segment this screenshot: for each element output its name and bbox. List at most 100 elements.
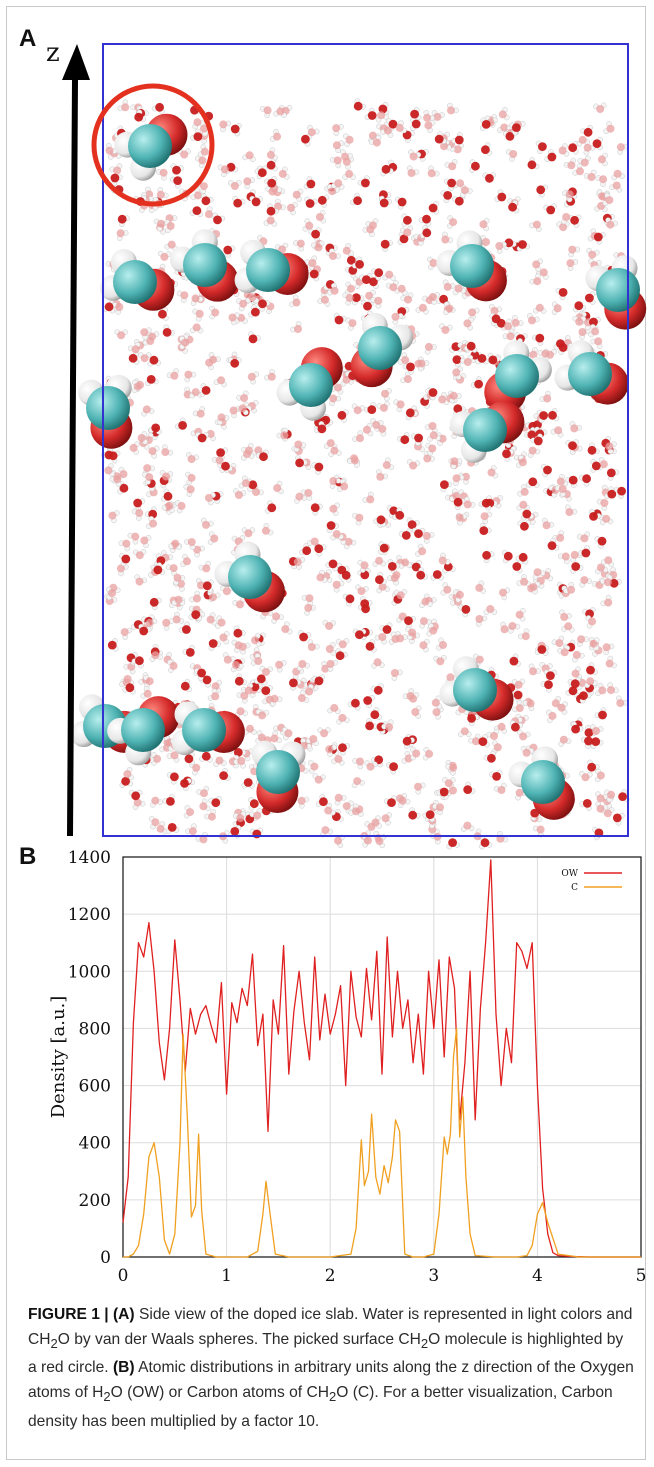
water-molecule-icon <box>425 388 438 401</box>
x-tick-label: 2 <box>325 1266 336 1286</box>
water-molecule-icon <box>457 727 472 738</box>
legend-label: OW <box>561 869 578 879</box>
water-molecule-icon <box>565 475 578 488</box>
water-molecule-icon <box>145 375 159 387</box>
y-tick-label: 1000 <box>68 962 111 982</box>
water-molecule-icon <box>550 426 564 438</box>
water-molecule-icon <box>475 354 489 365</box>
water-molecule-icon <box>431 110 445 121</box>
water-molecule-icon <box>192 308 204 322</box>
water-molecule-icon <box>243 724 257 735</box>
water-molecule-icon <box>515 608 526 622</box>
water-molecule-icon <box>248 304 260 318</box>
water-molecule-icon <box>400 292 414 304</box>
water-molecule-icon <box>572 650 585 663</box>
water-molecule-icon <box>419 617 432 629</box>
density-chart: 0 1 2 3 4 5 0 200 400 600 800 1000 1200 1400 z [nm] Den… <box>48 848 646 1300</box>
water-molecule-icon <box>442 777 456 788</box>
water-molecule-icon <box>450 457 463 470</box>
water-molecule-icon <box>393 399 405 413</box>
water-molecule-icon <box>563 157 577 170</box>
water-molecule-icon <box>551 635 565 648</box>
water-molecule-icon <box>292 188 304 202</box>
water-molecule-icon <box>516 240 530 252</box>
water-molecule-icon <box>325 642 336 656</box>
water-molecule-icon <box>108 510 120 524</box>
y-tick-label: 0 <box>100 1248 111 1268</box>
water-molecule-icon <box>565 439 579 450</box>
water-molecule-icon <box>572 301 587 313</box>
water-molecule-icon <box>595 563 609 575</box>
water-molecule-icon <box>381 812 393 826</box>
water-molecule-icon <box>343 537 357 550</box>
water-molecule-icon <box>568 245 581 258</box>
water-molecule-icon <box>301 594 314 606</box>
water-molecule-icon <box>231 535 246 546</box>
water-molecule-icon <box>273 480 284 495</box>
water-molecule-icon <box>583 169 597 181</box>
x-tick-label: 4 <box>532 1266 543 1286</box>
water-molecule-icon <box>433 655 447 666</box>
water-molecule-icon <box>439 323 453 334</box>
water-molecule-icon <box>498 107 510 121</box>
y-axis-label: Density [a.u.] <box>48 996 69 1119</box>
water-molecule-icon <box>607 682 619 695</box>
water-molecule-icon <box>475 580 487 594</box>
water-molecule-icon <box>303 176 316 190</box>
water-molecule-icon <box>566 259 579 271</box>
water-molecule-icon <box>134 574 148 586</box>
chart-legend: OW C <box>561 869 622 893</box>
water-molecule-icon <box>351 256 364 269</box>
water-molecule-icon <box>169 176 183 189</box>
water-molecule-icon <box>351 293 365 306</box>
water-molecule-icon <box>571 666 583 680</box>
caption-part-b-tag: (B) <box>112 1359 135 1377</box>
water-molecule-icon <box>254 674 268 686</box>
water-molecule-icon <box>247 371 260 385</box>
water-molecule-icon <box>463 781 476 794</box>
water-molecule-icon <box>219 120 231 133</box>
water-molecule-icon <box>162 324 175 337</box>
water-molecule-icon <box>370 707 382 721</box>
ice-slab-scene: z <box>46 38 647 850</box>
water-molecule-icon <box>445 763 458 776</box>
water-molecule-icon <box>131 656 144 669</box>
water-molecule-icon <box>189 590 201 603</box>
water-molecule-icon <box>189 206 204 217</box>
water-molecule-icon <box>532 258 544 272</box>
water-molecule-icon <box>352 757 364 770</box>
water-molecule-icon <box>527 446 541 459</box>
y-tick-label: 1400 <box>68 848 111 868</box>
water-molecule-icon <box>540 463 552 478</box>
y-tick-label: 1200 <box>68 905 111 925</box>
water-molecule-icon <box>493 782 507 794</box>
water-molecule-icon <box>326 521 339 534</box>
chart-series <box>122 859 641 1258</box>
figure-caption: FIGURE 1 | (A) Side view of the doped ic… <box>28 1303 634 1434</box>
water-molecule-icon <box>382 270 396 281</box>
water-molecule-icon <box>158 307 169 321</box>
water-molecule-icon <box>586 662 598 675</box>
water-molecule-icon <box>132 798 146 810</box>
water-molecule-icon <box>481 142 493 156</box>
figure-frame <box>6 6 646 1460</box>
panel-b-label: B <box>19 843 37 870</box>
water-molecule-icon <box>251 633 262 647</box>
water-molecule-icon <box>511 315 524 327</box>
water-molecule-icon <box>241 527 256 538</box>
water-molecule-icon <box>443 178 456 191</box>
water-molecule-icon <box>161 502 175 514</box>
water-molecule-icon <box>376 582 390 594</box>
water-molecule-icon <box>219 768 231 782</box>
water-molecule-icon <box>386 505 399 519</box>
water-molecule-icon <box>428 201 440 215</box>
water-molecule-icon <box>211 456 224 469</box>
water-molecule-icon <box>602 643 615 656</box>
water-molecule-icon <box>406 165 420 177</box>
water-molecule-icon <box>452 284 467 296</box>
water-molecule-icon <box>208 352 221 364</box>
x-axis-label: z [nm] <box>353 1299 411 1300</box>
water-molecule-icon <box>425 442 437 456</box>
water-molecule-icon <box>558 552 570 565</box>
water-molecule-icon <box>353 98 366 111</box>
